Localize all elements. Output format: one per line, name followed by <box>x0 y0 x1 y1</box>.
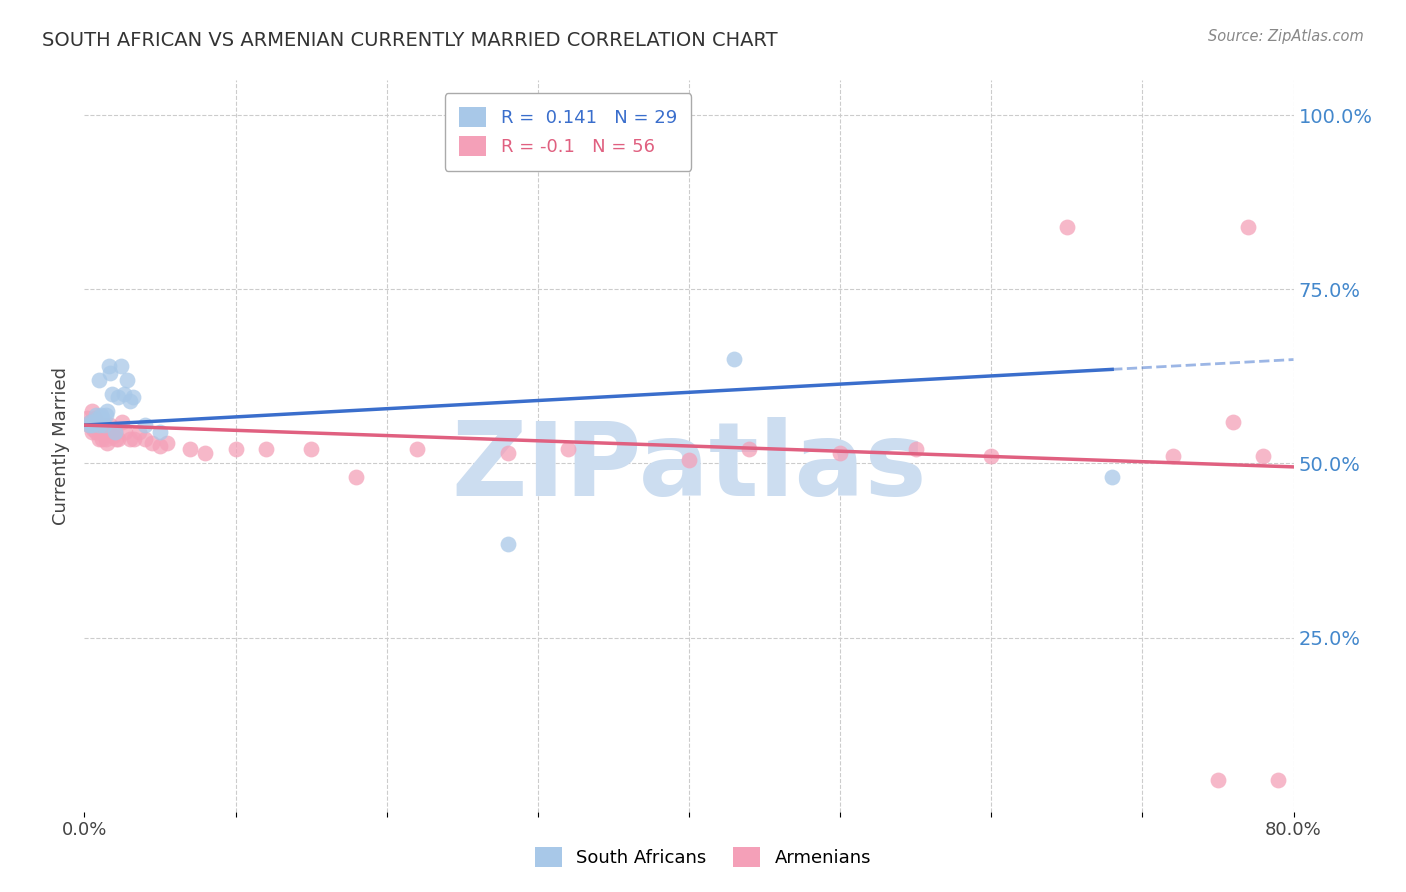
Point <box>114 425 136 439</box>
Point <box>980 450 1002 464</box>
Point <box>104 425 127 439</box>
Point <box>104 425 127 439</box>
Point <box>107 390 129 404</box>
Point <box>98 418 121 433</box>
Point <box>101 428 124 442</box>
Point <box>1267 773 1289 788</box>
Point <box>84 415 107 429</box>
Point <box>89 432 111 446</box>
Point <box>80 418 103 433</box>
Point <box>100 386 122 401</box>
Point <box>496 536 519 550</box>
Point <box>1222 415 1244 429</box>
Point <box>90 408 112 422</box>
Point <box>346 470 368 484</box>
Text: Source: ZipAtlas.com: Source: ZipAtlas.com <box>1208 29 1364 44</box>
Point <box>225 442 247 457</box>
Point <box>254 442 277 457</box>
Point <box>194 446 217 460</box>
Point <box>118 393 141 408</box>
Point <box>84 411 107 425</box>
Point <box>91 432 114 446</box>
Point <box>904 442 927 457</box>
Text: ZIPatlas: ZIPatlas <box>451 417 927 518</box>
Point <box>77 418 100 433</box>
Point <box>122 432 145 446</box>
Point <box>84 418 107 433</box>
Point <box>76 411 98 425</box>
Point <box>134 432 156 446</box>
Point <box>94 432 117 446</box>
Point <box>1237 219 1260 234</box>
Point <box>87 421 110 435</box>
Point <box>94 408 117 422</box>
Point <box>111 415 134 429</box>
Point <box>93 425 115 439</box>
Point <box>89 418 111 433</box>
Point <box>77 418 100 433</box>
Point <box>1056 219 1078 234</box>
Point <box>90 425 112 439</box>
Point <box>134 418 156 433</box>
Point <box>86 408 108 422</box>
Point <box>1253 450 1275 464</box>
Point <box>79 415 101 429</box>
Point <box>80 425 103 439</box>
Point <box>110 359 132 373</box>
Point <box>97 359 120 373</box>
Point <box>80 404 103 418</box>
Point <box>496 446 519 460</box>
Point <box>87 411 110 425</box>
Point <box>141 435 163 450</box>
Point <box>89 418 111 433</box>
Point <box>89 373 111 387</box>
Point <box>830 446 852 460</box>
Point <box>82 415 104 429</box>
Point <box>406 442 429 457</box>
Point <box>1101 470 1123 484</box>
Point <box>678 453 700 467</box>
Point <box>149 439 172 453</box>
Point <box>118 432 141 446</box>
Point <box>1206 773 1229 788</box>
Point <box>149 425 172 439</box>
Point <box>86 425 108 439</box>
Point <box>299 442 322 457</box>
Point <box>93 418 115 433</box>
Legend: South Africans, Armenians: South Africans, Armenians <box>527 839 879 874</box>
Point <box>98 366 121 380</box>
Point <box>96 435 118 450</box>
Text: SOUTH AFRICAN VS ARMENIAN CURRENTLY MARRIED CORRELATION CHART: SOUTH AFRICAN VS ARMENIAN CURRENTLY MARR… <box>42 31 778 50</box>
Point <box>86 415 108 429</box>
Point <box>100 425 122 439</box>
Y-axis label: Currently Married: Currently Married <box>52 367 70 525</box>
Point <box>1161 450 1184 464</box>
Point <box>156 435 179 450</box>
Point <box>128 425 150 439</box>
Point <box>115 373 138 387</box>
Legend: R =  0.141   N = 29, R = -0.1   N = 56: R = 0.141 N = 29, R = -0.1 N = 56 <box>444 93 692 170</box>
Point <box>96 404 118 418</box>
Point <box>738 442 761 457</box>
Point <box>82 421 104 435</box>
Point <box>93 418 115 433</box>
Point <box>79 415 101 429</box>
Point <box>112 386 135 401</box>
Point <box>179 442 201 457</box>
Point <box>97 425 120 439</box>
Point <box>105 432 128 446</box>
Point <box>107 432 129 446</box>
Point <box>91 411 114 425</box>
Point <box>723 351 745 366</box>
Point <box>121 390 143 404</box>
Point <box>557 442 579 457</box>
